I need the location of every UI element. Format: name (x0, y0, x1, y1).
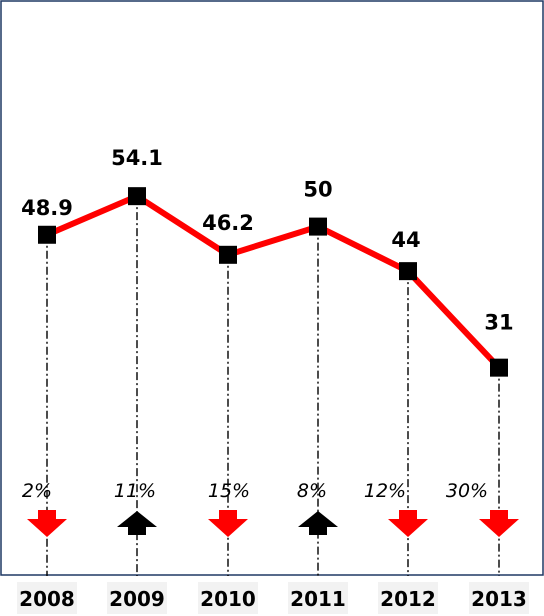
year-label-bg-2009 (107, 582, 167, 614)
arrow-up-icon-2009 (117, 511, 157, 535)
change-label-2012: 12% (364, 480, 406, 502)
change-label-2009: 11% (114, 480, 156, 502)
year-label-bg-2008 (17, 582, 77, 614)
year-label-bg-2012 (378, 582, 438, 614)
series-line (45, 193, 502, 370)
x-axis: 2008 2009 2010 2011 2012 2013 (17, 582, 529, 614)
x-tick-label-2009: 2009 (109, 587, 165, 611)
year-label-bg-2010 (198, 582, 258, 614)
arrow-down-icon-2008 (27, 510, 67, 537)
data-point-2012 (399, 262, 417, 281)
x-tick-label-2011: 2011 (290, 587, 346, 611)
data-label-2010: 46.2 (202, 211, 254, 235)
change-label-2010: 15% (208, 480, 250, 502)
data-label-2008: 48.9 (21, 196, 73, 220)
year-label-bg-2013 (469, 582, 529, 614)
x-tick-label-2012: 2012 (380, 587, 436, 611)
change-label-2011: 8% (297, 480, 327, 502)
data-point-2009 (128, 187, 146, 206)
plot-border (0, 0, 544, 576)
data-point-2008 (38, 225, 56, 244)
x-tick-label-2010: 2010 (200, 587, 256, 611)
data-label-2012: 44 (391, 228, 420, 252)
arrow-down-icon-2013 (479, 510, 519, 537)
data-label-2009: 54.1 (111, 146, 163, 170)
data-point-2010 (219, 245, 237, 264)
data-point-2013 (490, 358, 508, 377)
arrow-down-icon-2010 (208, 510, 248, 537)
data-label-2013: 31 (484, 311, 513, 335)
arrow-up-icon-2011 (298, 511, 338, 535)
x-tick-label-2008: 2008 (19, 587, 75, 611)
arrow-down-icon-2012 (388, 510, 428, 537)
line-chart: 48.9 54.1 46.2 50 44 31 2% 11% 15% 8% 12% 30% (0, 0, 544, 576)
change-label-2008: 2% (22, 480, 52, 502)
year-label-bg-2011 (288, 582, 348, 614)
chart-frame: 48.9 54.1 46.2 50 44 31 2% 11% 15% 8% 12% 30% (0, 0, 544, 576)
data-label-2011: 50 (303, 178, 332, 202)
change-label-2013: 30% (446, 480, 488, 502)
data-point-2011 (309, 217, 327, 236)
x-tick-label-2013: 2013 (471, 587, 527, 611)
